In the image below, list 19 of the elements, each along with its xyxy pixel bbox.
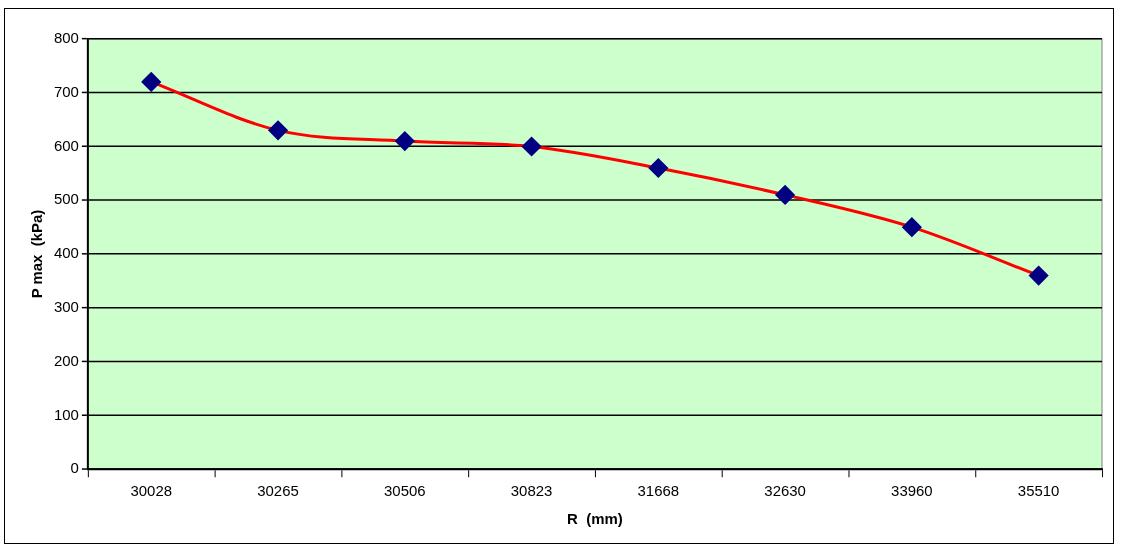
x-tick-label: 30823 [510,482,553,500]
x-tick-label: 35510 [1017,482,1060,500]
x-tick-label: 30506 [384,482,426,500]
y-tick-label: 200 [53,351,79,369]
y-tick-label: 0 [70,459,79,477]
y-tick-label: 400 [53,244,79,262]
x-tick-label: 30028 [130,482,173,500]
x-tick-label: 33960 [891,482,933,500]
x-tick-label: 30265 [257,482,299,500]
y-tick-label: 800 [53,29,79,47]
y-tick-label: 500 [53,190,79,208]
y-tick-label: 300 [53,298,79,315]
x-tick-label: 31668 [637,482,680,500]
y-axis-title: P max (kPa) [28,209,46,299]
y-tick-label: 600 [53,136,79,154]
x-tick-label: 32630 [764,482,806,500]
x-axis-title: R (mm) [567,510,623,528]
y-tick-label: 700 [53,82,79,100]
y-tick-label: 100 [53,405,79,423]
